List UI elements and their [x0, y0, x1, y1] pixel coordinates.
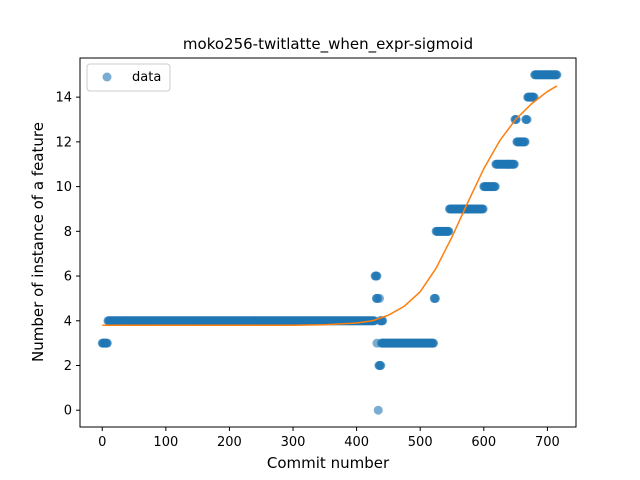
- x-tick-label: 100: [153, 435, 178, 450]
- legend-label-data: data: [132, 70, 161, 85]
- legend-box: [86, 63, 171, 92]
- y-tick-label: 0: [64, 404, 72, 419]
- data-point: [509, 159, 519, 169]
- data-point: [375, 293, 385, 303]
- data-point: [522, 115, 532, 124]
- y-axis-label: Number of instance of a feature: [29, 122, 47, 362]
- data-point: [376, 361, 386, 370]
- x-axis-ticks: 0 100 200 300 400 500 600 700: [98, 427, 560, 450]
- legend: data: [86, 63, 171, 92]
- y-tick-label: 6: [64, 270, 72, 285]
- data-point: [444, 226, 454, 236]
- data-point: [429, 338, 439, 348]
- y-axis-ticks: 0 2 4 6 8 10 12 14: [55, 91, 80, 419]
- x-tick-label: 600: [471, 435, 496, 450]
- y-tick-label: 14: [55, 91, 72, 106]
- y-tick-label: 8: [64, 225, 72, 240]
- x-tick-label: 0: [98, 435, 106, 450]
- data-point: [372, 271, 382, 281]
- y-tick-label: 4: [64, 314, 72, 329]
- x-axis-label: Commit number: [267, 454, 390, 472]
- y-tick-label: 2: [64, 359, 72, 374]
- chart-title: moko256-twitlatte_when_expr-sigmoid: [183, 35, 473, 54]
- x-tick-label: 300: [281, 435, 306, 450]
- y-tick-label: 12: [55, 135, 72, 150]
- scatter-points: [97, 70, 562, 415]
- plot-area-frame: [79, 57, 577, 428]
- data-point: [102, 338, 112, 348]
- data-point: [373, 405, 383, 415]
- data-point: [478, 204, 488, 214]
- x-tick-label: 200: [217, 435, 242, 450]
- data-point: [430, 293, 440, 303]
- x-tick-label: 500: [408, 435, 433, 450]
- data-point: [520, 137, 530, 147]
- data-point: [552, 70, 562, 80]
- x-tick-label: 400: [344, 435, 369, 450]
- fit-curve-line: [102, 85, 558, 326]
- data-point: [490, 182, 500, 192]
- x-tick-label: 700: [535, 435, 560, 450]
- legend-marker: [102, 72, 112, 82]
- y-tick-label: 10: [55, 180, 72, 195]
